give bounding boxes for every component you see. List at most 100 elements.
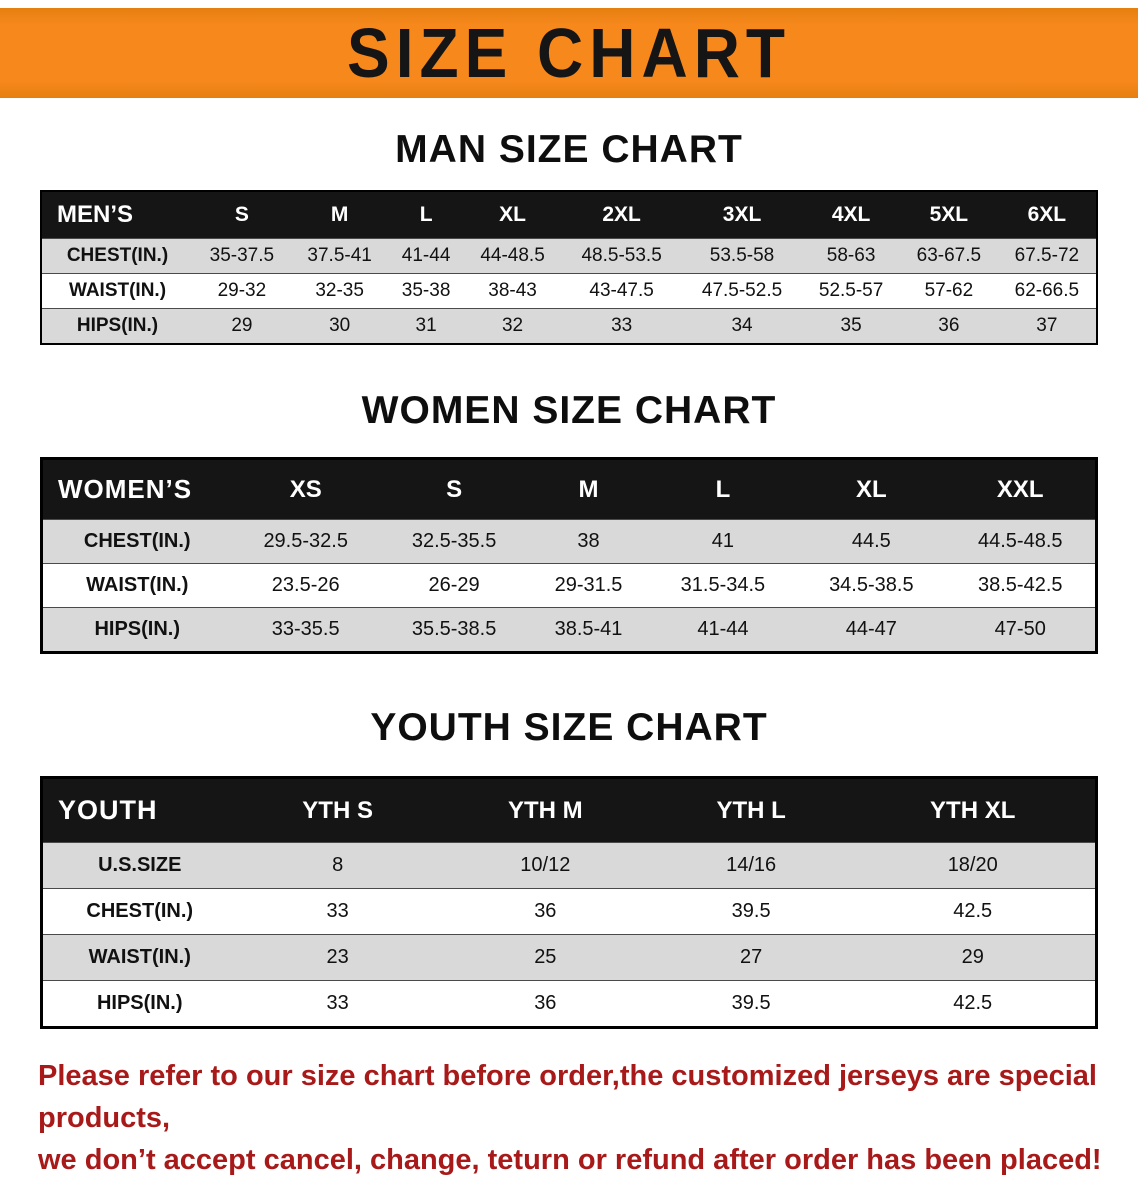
size-cell: 36 <box>438 888 652 935</box>
men-header-row: MEN’S S M L XL 2XL 3XL 4XL 5XL 6XL <box>41 191 1097 239</box>
row-label: HIPS(IN.) <box>41 308 193 344</box>
size-cell: 48.5-53.5 <box>561 238 682 274</box>
row-label: CHEST(IN.) <box>41 519 232 564</box>
page-title: SIZE CHART <box>347 14 791 92</box>
disclaimer-line-1: Please refer to our size chart before or… <box>38 1060 1097 1135</box>
table-row: CHEST(IN.) 33 36 39.5 42.5 <box>41 888 1097 935</box>
men-section: MAN SIZE CHART MEN’S S M L XL 2XL 3XL 4X… <box>0 128 1138 345</box>
size-cell: 35-38 <box>388 273 464 309</box>
column-header: XS <box>231 458 380 520</box>
size-cell: 33 <box>561 308 682 344</box>
row-label: CHEST(IN.) <box>41 888 237 935</box>
size-cell: 38-43 <box>463 273 562 309</box>
column-header: XL <box>797 458 946 520</box>
size-cell: 26-29 <box>379 563 529 608</box>
size-cell: 58-63 <box>802 238 900 274</box>
table-row: WAIST(IN.) 23 25 27 29 <box>41 934 1097 981</box>
size-cell: 30 <box>290 308 389 344</box>
size-cell: 35-37.5 <box>193 238 291 274</box>
size-cell: 52.5-57 <box>802 273 900 309</box>
table-row: WAIST(IN.) 23.5-26 26-29 29-31.5 31.5-34… <box>41 563 1097 608</box>
row-label: WAIST(IN.) <box>41 273 193 309</box>
size-cell: 36 <box>438 980 652 1028</box>
column-header: L <box>388 191 464 239</box>
size-cell: 38 <box>528 519 649 564</box>
size-cell: 29-31.5 <box>528 563 649 608</box>
column-header: M <box>528 458 649 520</box>
row-label: HIPS(IN.) <box>41 607 232 653</box>
size-cell: 29 <box>850 934 1097 981</box>
size-cell: 34 <box>681 308 803 344</box>
size-cell: 33 <box>236 888 439 935</box>
row-label: WAIST(IN.) <box>41 563 232 608</box>
size-cell: 25 <box>438 934 652 981</box>
size-cell: 41-44 <box>388 238 464 274</box>
size-cell: 44-48.5 <box>463 238 562 274</box>
youth-header-row: YOUTH YTH S YTH M YTH L YTH XL <box>41 777 1097 843</box>
size-cell: 29.5-32.5 <box>231 519 380 564</box>
size-cell: 23 <box>236 934 439 981</box>
size-cell: 35.5-38.5 <box>379 607 529 653</box>
table-row: WAIST(IN.) 29-32 32-35 35-38 38-43 43-47… <box>41 273 1097 309</box>
size-cell: 34.5-38.5 <box>797 563 946 608</box>
row-label: HIPS(IN.) <box>41 980 237 1028</box>
size-cell: 44-47 <box>797 607 946 653</box>
size-cell: 44.5 <box>797 519 946 564</box>
column-header: YTH L <box>651 777 851 843</box>
size-cell: 37 <box>997 308 1097 344</box>
size-cell: 37.5-41 <box>290 238 389 274</box>
size-cell: 31 <box>388 308 464 344</box>
column-header: 4XL <box>802 191 900 239</box>
size-cell: 14/16 <box>651 842 851 889</box>
column-header: 6XL <box>997 191 1097 239</box>
size-cell: 44.5-48.5 <box>945 519 1097 564</box>
size-cell: 33-35.5 <box>231 607 380 653</box>
size-cell: 39.5 <box>651 888 851 935</box>
women-header-row: WOMEN’S XS S M L XL XXL <box>41 458 1097 520</box>
column-header: L <box>648 458 798 520</box>
size-cell: 29-32 <box>193 273 291 309</box>
men-size-table: MEN’S S M L XL 2XL 3XL 4XL 5XL 6XL CHEST… <box>40 190 1098 345</box>
disclaimer: Please refer to our size chart before or… <box>38 1055 1104 1181</box>
column-header: YTH M <box>438 777 652 843</box>
column-header: XL <box>463 191 562 239</box>
size-cell: 10/12 <box>438 842 652 889</box>
size-cell: 42.5 <box>850 980 1097 1028</box>
size-cell: 53.5-58 <box>681 238 803 274</box>
size-cell: 23.5-26 <box>231 563 380 608</box>
size-cell: 33 <box>236 980 439 1028</box>
size-cell: 57-62 <box>899 273 998 309</box>
size-cell: 18/20 <box>850 842 1097 889</box>
women-table-corner-label: WOMEN’S <box>41 458 232 520</box>
table-row: CHEST(IN.) 29.5-32.5 32.5-35.5 38 41 44.… <box>41 519 1097 564</box>
size-cell: 8 <box>236 842 439 889</box>
size-cell: 67.5-72 <box>997 238 1097 274</box>
youth-size-table: YOUTH YTH S YTH M YTH L YTH XL U.S.SIZE … <box>40 776 1098 1029</box>
disclaimer-line-2: we don’t accept cancel, change, teturn o… <box>38 1144 1102 1177</box>
size-cell: 41 <box>648 519 798 564</box>
youth-section-heading: YOUTH SIZE CHART <box>370 706 768 749</box>
row-label: WAIST(IN.) <box>41 934 237 981</box>
size-cell: 41-44 <box>648 607 798 653</box>
size-cell: 27 <box>651 934 851 981</box>
size-cell: 42.5 <box>850 888 1097 935</box>
size-cell: 47.5-52.5 <box>681 273 803 309</box>
row-label: CHEST(IN.) <box>41 238 193 274</box>
men-table-corner-label: MEN’S <box>41 191 193 239</box>
men-section-heading: MAN SIZE CHART <box>395 128 743 171</box>
column-header: S <box>193 191 291 239</box>
table-row: U.S.SIZE 8 10/12 14/16 18/20 <box>41 842 1097 889</box>
size-cell: 29 <box>193 308 291 344</box>
size-cell: 47-50 <box>945 607 1097 653</box>
size-cell: 38.5-42.5 <box>945 563 1097 608</box>
women-section: WOMEN SIZE CHART WOMEN’S XS S M L XL XXL <box>0 389 1138 654</box>
size-cell: 32 <box>463 308 562 344</box>
table-row: HIPS(IN.) 33-35.5 35.5-38.5 38.5-41 41-4… <box>41 607 1097 653</box>
column-header: YTH XL <box>850 777 1097 843</box>
size-cell: 32.5-35.5 <box>379 519 529 564</box>
table-row: HIPS(IN.) 29 30 31 32 33 34 35 36 37 <box>41 308 1097 344</box>
size-cell: 31.5-34.5 <box>648 563 798 608</box>
size-cell: 43-47.5 <box>561 273 682 309</box>
size-cell: 36 <box>899 308 998 344</box>
size-cell: 63-67.5 <box>899 238 998 274</box>
